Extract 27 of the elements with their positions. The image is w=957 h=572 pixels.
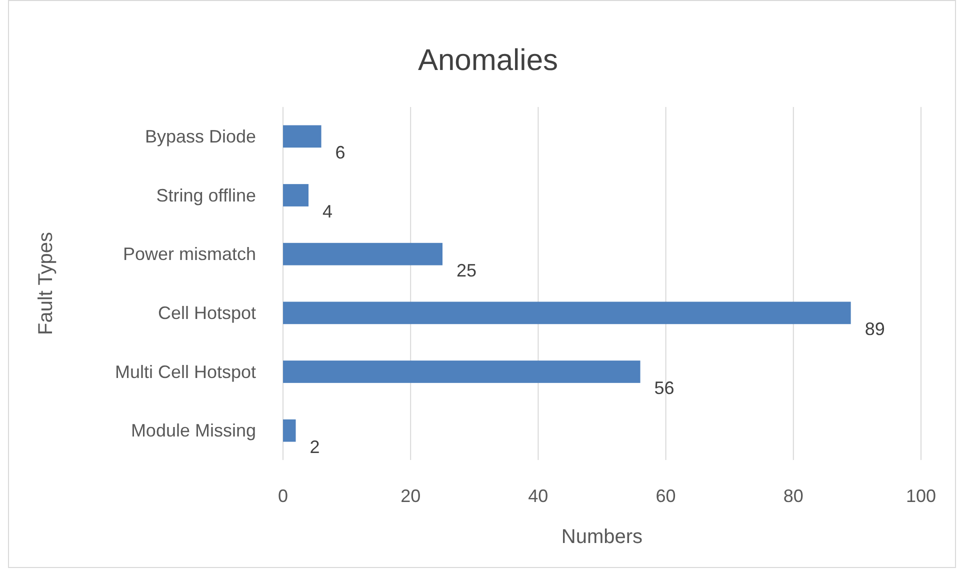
x-tick-label: 60 (656, 486, 676, 506)
y-tick-label: Multi Cell Hotspot (114, 362, 256, 382)
data-label: 56 (654, 378, 674, 398)
bar (283, 125, 322, 148)
y-tick-label: String offline (156, 185, 256, 206)
y-tick-label: Cell Hotspot (158, 302, 256, 323)
bar (283, 360, 640, 383)
y-tick-label: Bypass Diode (144, 126, 256, 146)
y-tick-label: Module Missing (130, 420, 256, 441)
bar (283, 184, 309, 206)
bar (283, 242, 442, 266)
chart-title: Anomalies (418, 44, 558, 77)
data-label: 4 (322, 201, 333, 222)
y-tick-label: Power mismatch (122, 244, 256, 264)
data-label: 89 (864, 319, 885, 340)
x-tick-label: 80 (783, 486, 804, 506)
data-label: 25 (456, 260, 477, 280)
data-label: 2 (310, 436, 320, 457)
bar (283, 419, 296, 442)
x-tick-label: 20 (400, 486, 421, 506)
data-label: 6 (335, 142, 346, 163)
x-tick-label: 40 (528, 486, 548, 506)
x-tick-label: 0 (278, 486, 288, 506)
x-tick-label: 100 (906, 486, 936, 506)
x-axis-title: Numbers (561, 526, 643, 548)
y-axis-title: Fault Types (35, 232, 57, 336)
bar (283, 302, 851, 324)
